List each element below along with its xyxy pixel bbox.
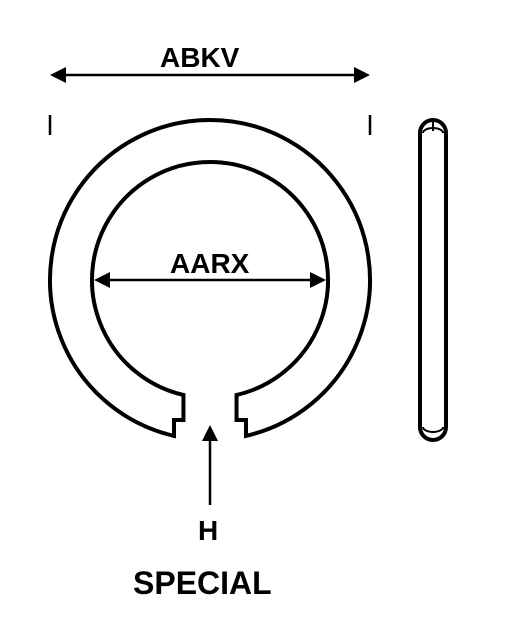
caption-label: SPECIAL <box>133 565 272 602</box>
outer-dimension-label: ABKV <box>160 42 239 74</box>
inner-dimension-label: AARX <box>170 248 249 280</box>
diagram-svg <box>0 0 510 630</box>
gap-callout-label: H <box>198 515 218 547</box>
retaining-ring-diagram: ABKV AARX H SPECIAL <box>0 0 510 630</box>
